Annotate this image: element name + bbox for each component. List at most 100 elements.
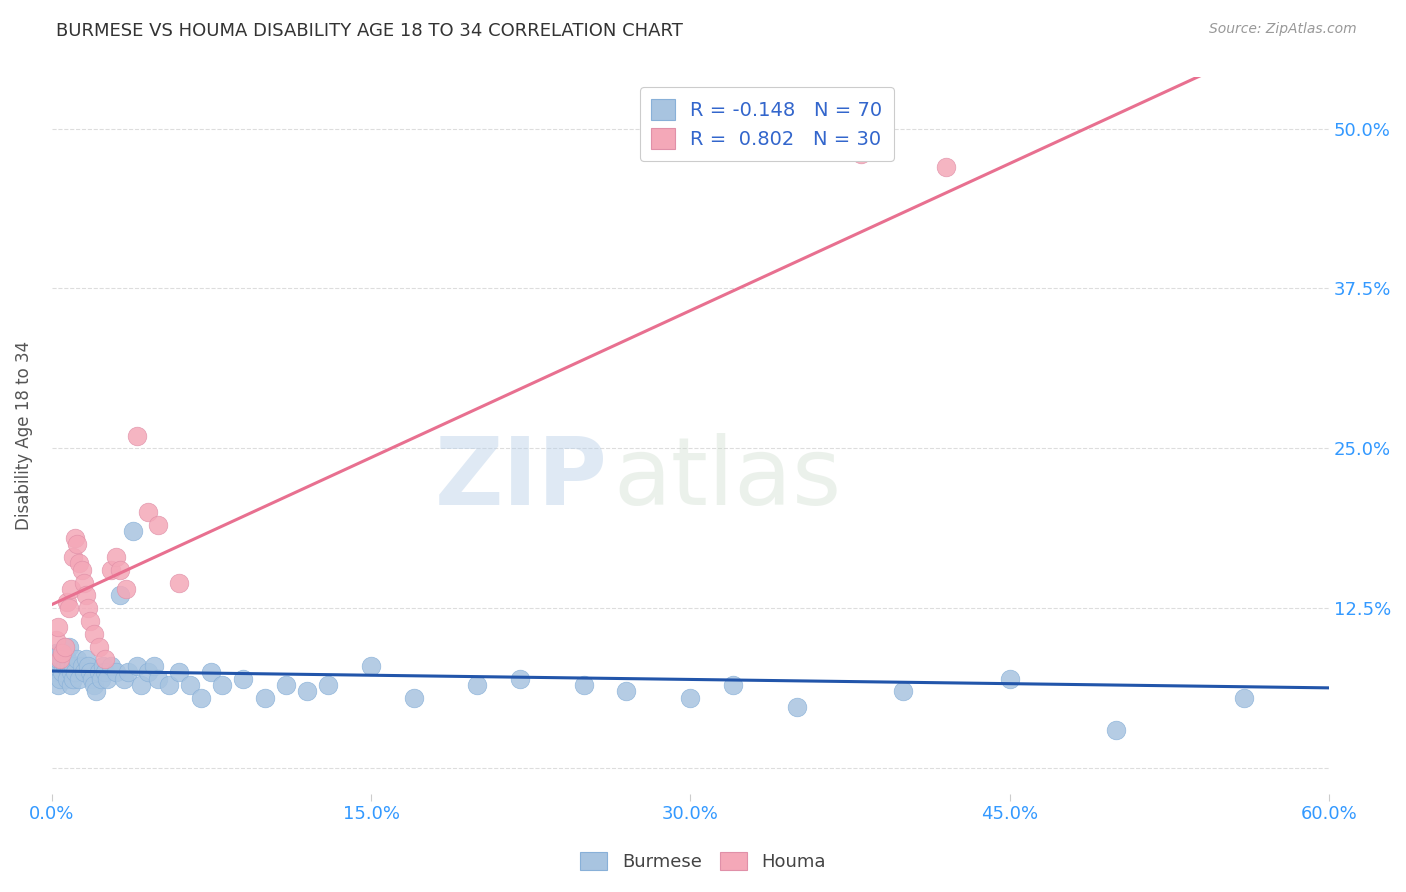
Y-axis label: Disability Age 18 to 34: Disability Age 18 to 34 [15, 341, 32, 530]
Point [55, 672, 77, 686]
Point [77, 601, 100, 615]
Point [891, 684, 914, 698]
Point [53, 640, 76, 654]
Point [55, 595, 77, 609]
Point [117, 665, 139, 680]
Point [83, 678, 105, 692]
Point [509, 672, 531, 686]
Point [616, 684, 638, 698]
Point [58, 601, 80, 615]
Point [136, 505, 159, 519]
Point [96, 672, 118, 686]
Point [572, 678, 595, 692]
Point [66, 537, 89, 551]
Point [63, 665, 86, 680]
Point [49, 646, 72, 660]
Point [45, 633, 67, 648]
Point [75, 652, 97, 666]
Point [73, 665, 96, 680]
Point [232, 672, 254, 686]
Point [721, 678, 744, 692]
Point [53, 658, 76, 673]
Point [146, 672, 169, 686]
Point [104, 665, 127, 680]
Point [58, 640, 80, 654]
Point [146, 518, 169, 533]
Point [46, 652, 69, 666]
Point [51, 646, 73, 660]
Point [157, 678, 180, 692]
Point [42, 665, 65, 680]
Point [59, 678, 82, 692]
Point [53, 640, 76, 654]
Point [51, 665, 73, 680]
Point [112, 672, 135, 686]
Point [1233, 690, 1256, 705]
Point [295, 684, 318, 698]
Point [402, 690, 425, 705]
Point [62, 550, 84, 565]
Point [46, 678, 69, 692]
Point [253, 690, 276, 705]
Point [169, 575, 191, 590]
Point [786, 699, 808, 714]
Point [45, 658, 67, 673]
Point [91, 658, 114, 673]
Text: atlas: atlas [613, 433, 842, 524]
Point [179, 678, 201, 692]
Point [121, 524, 143, 539]
Point [100, 658, 122, 673]
Point [51, 652, 73, 666]
Point [83, 627, 105, 641]
Text: Source: ZipAtlas.com: Source: ZipAtlas.com [1209, 22, 1357, 37]
Point [849, 147, 872, 161]
Point [318, 678, 340, 692]
Point [129, 678, 152, 692]
Point [360, 658, 382, 673]
Point [94, 652, 117, 666]
Point [73, 575, 96, 590]
Point [998, 672, 1021, 686]
Point [136, 665, 159, 680]
Point [63, 531, 86, 545]
Point [62, 672, 84, 686]
Point [70, 658, 93, 673]
Point [46, 620, 69, 634]
Point [108, 589, 131, 603]
Point [274, 678, 297, 692]
Point [115, 582, 138, 596]
Point [94, 665, 117, 680]
Point [104, 550, 127, 565]
Legend: R = -0.148   N = 70, R =  0.802   N = 30: R = -0.148 N = 70, R = 0.802 N = 30 [640, 87, 894, 161]
Point [45, 646, 67, 660]
Point [142, 658, 165, 673]
Point [49, 652, 72, 666]
Point [87, 640, 110, 654]
Point [79, 665, 101, 680]
Point [67, 557, 90, 571]
Point [77, 658, 100, 673]
Point [82, 672, 104, 686]
Text: BURMESE VS HOUMA DISABILITY AGE 18 TO 34 CORRELATION CHART: BURMESE VS HOUMA DISABILITY AGE 18 TO 34… [56, 22, 683, 40]
Point [100, 563, 122, 577]
Point [125, 428, 148, 442]
Point [467, 678, 489, 692]
Point [62, 658, 84, 673]
Point [49, 672, 72, 686]
Point [79, 614, 101, 628]
Text: ZIP: ZIP [434, 433, 607, 524]
Point [66, 652, 89, 666]
Point [55, 652, 77, 666]
Point [86, 684, 108, 698]
Point [211, 678, 233, 692]
Point [58, 658, 80, 673]
Point [200, 665, 222, 680]
Point [1105, 723, 1128, 737]
Point [169, 665, 191, 680]
Point [190, 690, 212, 705]
Point [90, 672, 112, 686]
Point [59, 582, 82, 596]
Point [125, 658, 148, 673]
Point [67, 672, 90, 686]
Point [87, 665, 110, 680]
